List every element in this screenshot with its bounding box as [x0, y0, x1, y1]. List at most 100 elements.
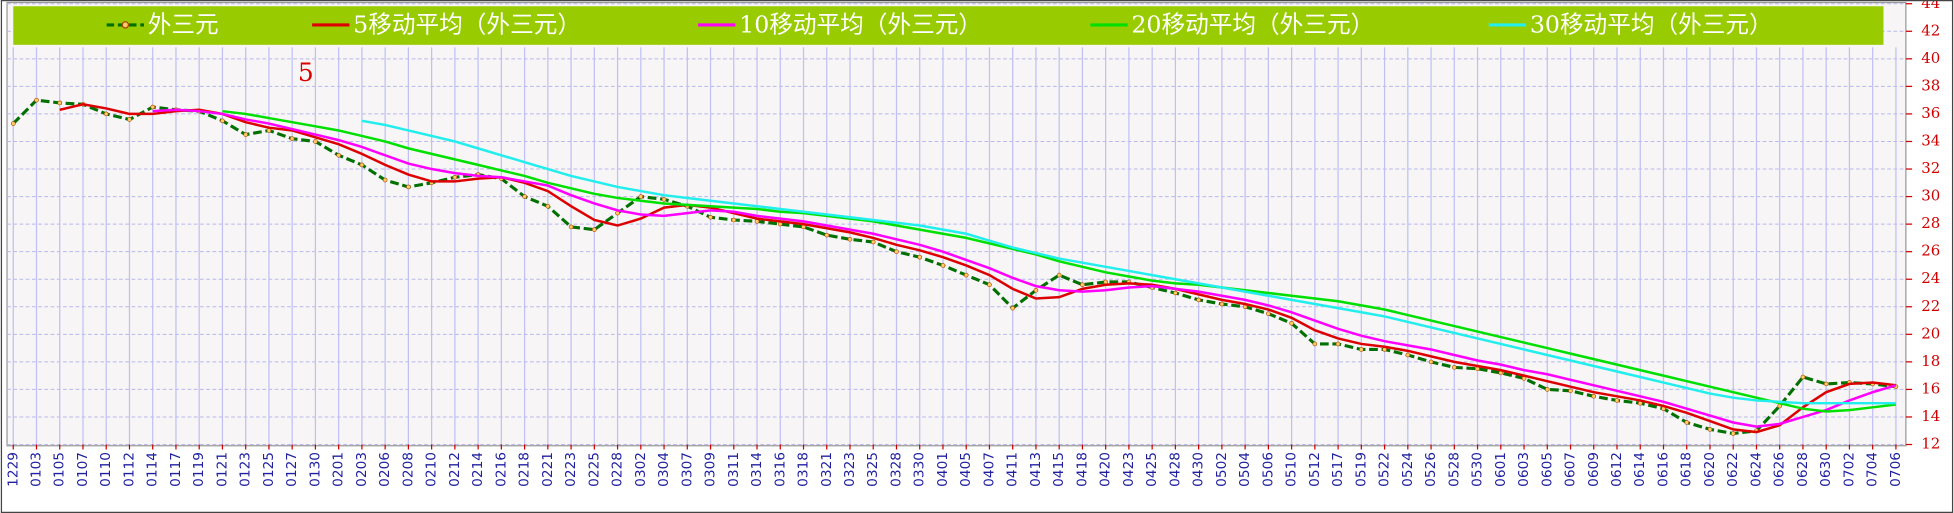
x-tick-label: 0311 [726, 452, 742, 487]
series-line [59, 103, 1897, 434]
point [1033, 287, 1039, 293]
y-tick-label: 20 [1921, 324, 1940, 342]
x-tick-label: 0218 [517, 452, 533, 487]
x-tick-label: 0517 [1330, 452, 1346, 487]
x-tick-label: 0330 [912, 452, 928, 487]
point [1010, 305, 1015, 311]
legend-label: 10移动平均（外三元） [739, 11, 982, 39]
x-tick-label: 0502 [1214, 452, 1230, 487]
point [1103, 279, 1108, 285]
point [1684, 420, 1690, 425]
point [1289, 320, 1294, 326]
point [1452, 365, 1457, 370]
x-tick-label: 0413 [1028, 452, 1044, 487]
point [1591, 394, 1597, 399]
x-tick-label: 0114 [145, 452, 161, 487]
x-tick-label: 0201 [331, 452, 347, 487]
y-tick-label: 44 [1921, 0, 1940, 12]
legend-swatch-dot [121, 21, 130, 29]
legend-label: 30移动平均（外三元） [1530, 11, 1773, 39]
point [1196, 297, 1201, 303]
x-tick-label: 0401 [935, 452, 951, 487]
point [917, 254, 923, 260]
y-tick-label: 36 [1921, 104, 1940, 122]
point [545, 203, 551, 209]
x-tick-label: 0620 [1702, 452, 1718, 487]
point [220, 118, 225, 124]
point [10, 121, 16, 126]
point [1056, 272, 1062, 278]
x-tick-label: 0526 [1423, 452, 1439, 487]
x-tick-label: 0321 [819, 452, 835, 487]
x-tick-label: 0603 [1516, 452, 1532, 487]
x-tick-label: 0430 [1191, 452, 1207, 487]
x-tick-label: 0614 [1632, 452, 1648, 487]
point [289, 136, 295, 142]
y-tick-label: 28 [1921, 214, 1940, 232]
x-tick-label: 0519 [1353, 452, 1369, 487]
x-tick-label: 0318 [796, 452, 812, 487]
x-tick-label: 0415 [1051, 452, 1067, 487]
x-tick-label: 0609 [1586, 452, 1602, 487]
x-tick-label: 0212 [447, 452, 463, 487]
x-tick-label: 0622 [1725, 452, 1741, 487]
point [1312, 341, 1318, 347]
point [382, 177, 388, 183]
x-tick-label: 0530 [1470, 452, 1486, 487]
point [987, 282, 992, 288]
point [824, 232, 830, 238]
point [661, 197, 667, 202]
point [452, 174, 458, 180]
point [1266, 311, 1271, 316]
point [1823, 381, 1829, 387]
x-tick-label: 0206 [377, 452, 393, 487]
series-line [361, 119, 1896, 405]
x-tick-label: 0130 [307, 452, 323, 487]
point [1544, 387, 1550, 392]
axes: 12 14 16 18 20 22 24 26 28 30 32 34 36 38 40 42 44 1229 01… [5, 0, 1940, 487]
point [1428, 359, 1434, 365]
point [1173, 290, 1178, 296]
y-tick-label: 32 [1921, 159, 1940, 177]
x-tick-label: 0302 [633, 452, 649, 487]
point [1730, 431, 1736, 436]
x-tick-label: 0605 [1539, 452, 1555, 487]
x-tick-label: 0328 [888, 452, 904, 487]
point [568, 224, 574, 230]
point [103, 111, 109, 117]
x-tick-label: 0221 [540, 452, 556, 487]
x-tick-label: 0210 [424, 452, 440, 487]
y-tick-label: 22 [1921, 297, 1940, 315]
x-tick-label: 0702 [1841, 452, 1857, 487]
x-tick-label: 0225 [586, 452, 602, 487]
x-tick-label: 0228 [610, 452, 626, 487]
x-tick-label: 0125 [261, 452, 277, 487]
point [1219, 301, 1225, 307]
x-tick-label: 0203 [354, 452, 370, 487]
x-tick-label: 0626 [1772, 452, 1788, 487]
point [592, 227, 597, 232]
x-tick-label: 0411 [1005, 452, 1021, 487]
y-tick-label: 26 [1921, 242, 1940, 260]
point [406, 184, 411, 190]
x-tick-label: 0223 [563, 452, 579, 487]
point [57, 100, 63, 106]
x-tick-label: 0323 [842, 452, 858, 487]
y-tick-label: 16 [1921, 379, 1940, 397]
legend-label: 20移动平均（外三元） [1131, 11, 1374, 39]
point [243, 132, 248, 137]
point [150, 104, 156, 110]
x-tick-label: 1229 [5, 452, 21, 487]
x-tick-label: 0307 [679, 452, 695, 487]
x-tick-label: 0107 [75, 452, 91, 487]
y-tick-label: 12 [1921, 435, 1940, 453]
y-tick-label: 30 [1921, 187, 1940, 205]
x-tick-label: 0325 [865, 452, 881, 487]
point [1707, 427, 1713, 432]
point [1080, 282, 1085, 288]
x-tick-label: 0112 [121, 452, 137, 487]
x-tick-label: 0304 [656, 452, 672, 487]
point [34, 97, 39, 103]
point [870, 239, 876, 245]
